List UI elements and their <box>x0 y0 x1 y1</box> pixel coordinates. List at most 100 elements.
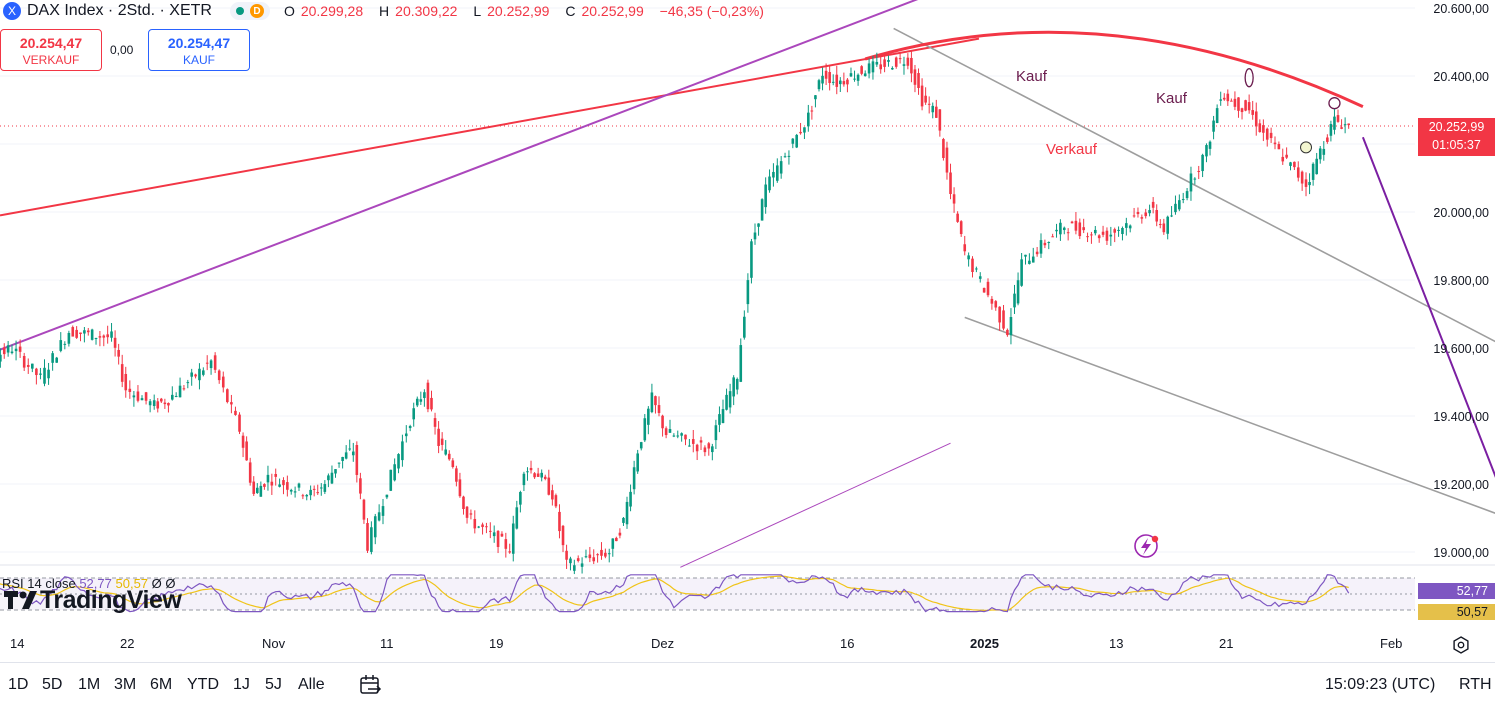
x-tick-label: Dez <box>651 636 675 651</box>
candle-body <box>910 57 913 74</box>
chart-header: X DAX Index · 2Std. · XETR D O 20.299,28 … <box>0 0 770 22</box>
candle-body <box>419 399 423 402</box>
candle-body <box>393 464 396 481</box>
candle-body <box>132 395 136 398</box>
last-price-tag: 20.252,99 01:05:37 <box>1418 118 1495 156</box>
annotation-kauf[interactable]: Kauf <box>1156 90 1187 107</box>
tradingview-logo[interactable]: TradingView <box>4 586 182 615</box>
timeframe-3m[interactable]: 3M <box>114 676 137 693</box>
candle-body <box>1333 116 1336 130</box>
candle-body <box>647 408 650 425</box>
candle-body <box>337 462 341 464</box>
candle-body <box>1193 178 1197 180</box>
candle-body <box>397 454 400 469</box>
candle-body <box>186 382 190 384</box>
candle-body <box>1170 215 1173 217</box>
channel-upper <box>893 27 1495 343</box>
candle-body <box>190 372 193 377</box>
candle-body <box>963 244 967 252</box>
candle-body <box>202 370 205 375</box>
candle-body <box>182 388 186 390</box>
candle-body <box>824 70 828 79</box>
candle-body <box>1059 222 1062 235</box>
timeframe-alle[interactable]: Alle <box>298 676 325 693</box>
candle-body <box>529 467 533 471</box>
candle-body <box>887 60 890 62</box>
candle-body <box>721 409 725 424</box>
bottom-toolbar <box>0 662 1495 705</box>
sell-button[interactable]: 20.254,47 VERKAUF <box>0 29 102 71</box>
candle-body <box>485 526 488 528</box>
timeframe-1j[interactable]: 1J <box>233 676 250 693</box>
candle-body <box>293 491 297 493</box>
buy-button[interactable]: 20.254,47 KAUF <box>148 29 250 71</box>
y-tick-label: 20.600,00 <box>1433 2 1489 16</box>
candle-body <box>1121 227 1124 235</box>
candle-body <box>67 332 71 344</box>
market-status[interactable]: D <box>229 2 270 20</box>
candle-body <box>714 425 718 441</box>
candle-body <box>355 445 359 475</box>
candle-body <box>238 414 241 432</box>
annotation-verkauf[interactable]: Verkauf <box>1046 141 1097 158</box>
candle-body <box>835 74 839 87</box>
rsi-pane <box>0 574 1415 613</box>
settings-icon[interactable] <box>1452 636 1470 654</box>
candle-body <box>477 526 480 528</box>
candle-body <box>1273 142 1277 145</box>
candle-body <box>853 78 856 80</box>
candle-body <box>110 331 113 338</box>
timeframe-ytd[interactable]: YTD <box>187 676 219 693</box>
candle-body <box>351 451 355 456</box>
candle-body <box>43 367 46 384</box>
candle-body <box>344 452 348 459</box>
symbol-icon[interactable]: X <box>3 2 21 20</box>
candle-body <box>1162 223 1166 233</box>
timeframe-1m[interactable]: 1M <box>78 676 101 693</box>
rsi-legend[interactable]: RSI 14 close 52,77 50,57 Ø Ø <box>2 576 176 591</box>
candle-body <box>1013 293 1016 308</box>
candle-body <box>867 63 871 74</box>
candle-body <box>664 428 668 436</box>
clock-utc[interactable]: 15:09:23 (UTC) <box>1325 676 1436 693</box>
candle-body <box>226 389 229 403</box>
candle-body <box>732 377 735 397</box>
candle-body <box>79 332 82 335</box>
candle-body <box>1158 224 1162 226</box>
candle-body <box>1109 234 1113 237</box>
candle-body <box>1254 111 1258 127</box>
timeframe-5d[interactable]: 5D <box>42 676 63 693</box>
candle-body <box>654 396 657 406</box>
candle-body <box>221 376 225 388</box>
timeframe-5j[interactable]: 5J <box>265 676 282 693</box>
candle-body <box>573 565 576 571</box>
annotation-kauf[interactable]: Kauf <box>1016 68 1047 85</box>
candle-body <box>1189 173 1193 192</box>
candle-body <box>787 155 791 157</box>
candle-body <box>334 469 337 474</box>
candle-body <box>469 513 473 515</box>
candle-body <box>875 61 879 65</box>
symbol-title[interactable]: DAX Index · 2Std. · XETR <box>27 2 212 19</box>
candle-body <box>629 491 632 507</box>
y-tick-label: 19.600,00 <box>1433 342 1489 356</box>
candle-body <box>1117 229 1120 231</box>
candle-body <box>986 281 990 296</box>
candle-body <box>1281 156 1285 162</box>
calendar-range-icon[interactable] <box>358 673 382 697</box>
candle-body <box>1024 254 1027 257</box>
timeframe-6m[interactable]: 6M <box>150 676 173 693</box>
candle-body <box>799 131 802 134</box>
candle-body <box>1144 212 1148 217</box>
candle-body <box>1090 234 1093 236</box>
candle-body <box>684 434 687 440</box>
candlestick-series <box>0 51 1350 575</box>
session-rth[interactable]: RTH <box>1459 676 1492 693</box>
candle-body <box>1020 259 1023 286</box>
y-tick-label: 20.400,00 <box>1433 70 1489 84</box>
timeframe-1d[interactable]: 1D <box>8 676 29 693</box>
candle-body <box>366 523 369 551</box>
candle-body <box>703 447 707 453</box>
marker-kauf <box>1244 68 1254 88</box>
